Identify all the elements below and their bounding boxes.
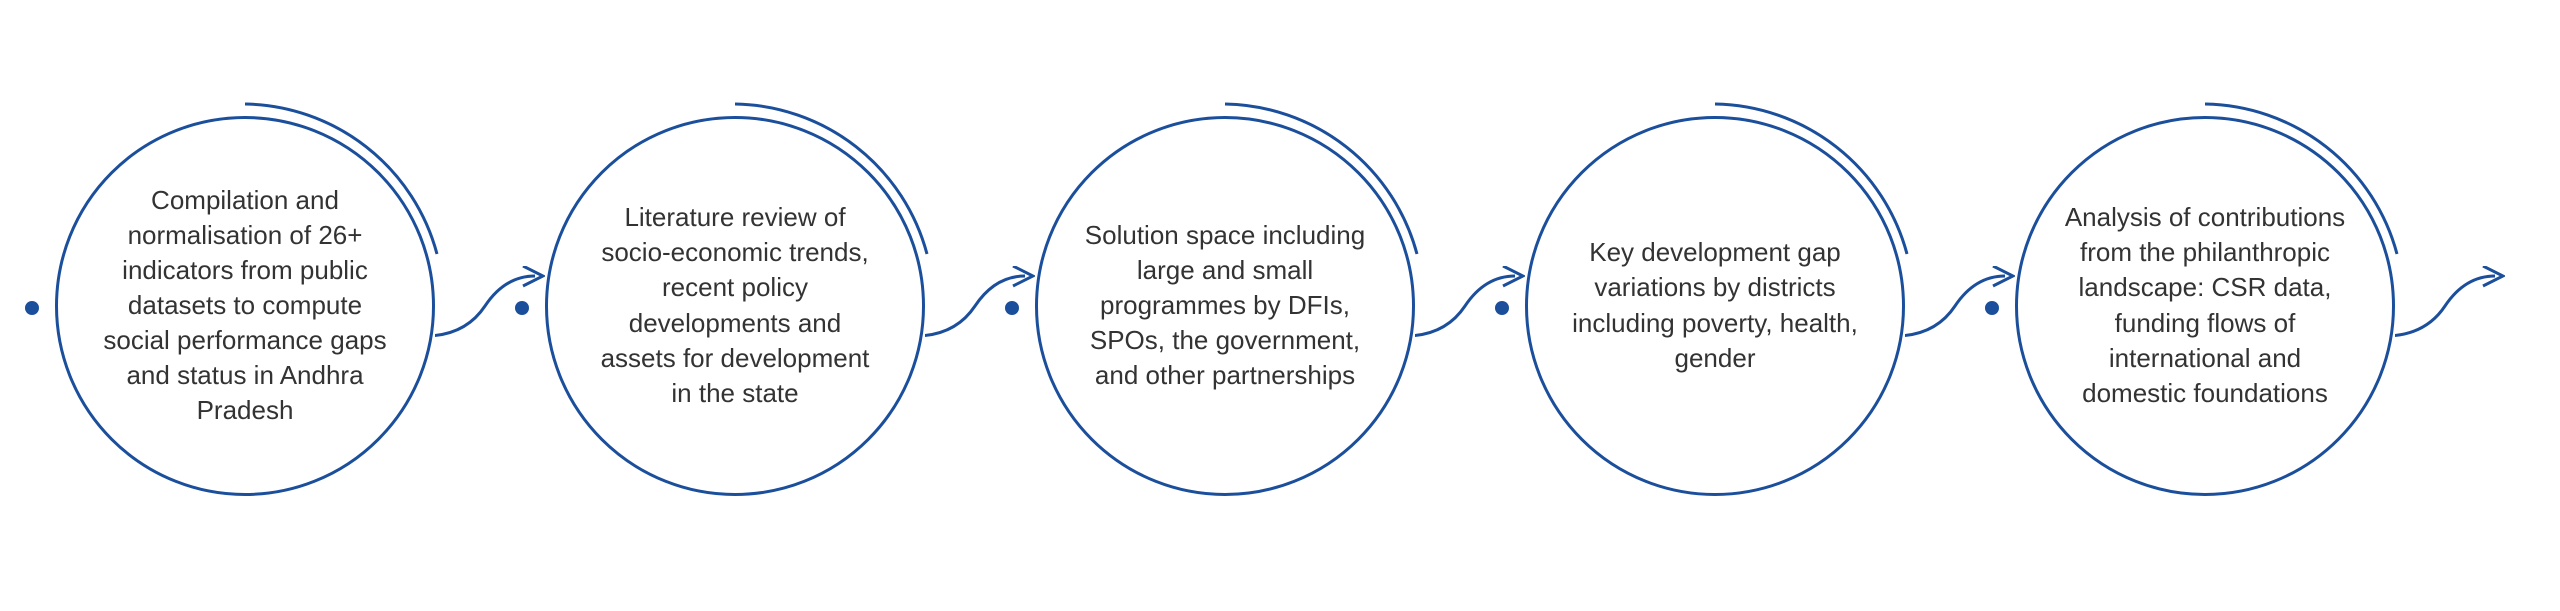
step-label: Solution space including large and small… — [1079, 218, 1371, 393]
circle-wrapper: Analysis of contributions from the phila… — [2015, 116, 2395, 496]
step-label: Analysis of contributions from the phila… — [2059, 200, 2351, 411]
circle-wrapper: Literature review of socio-economic tren… — [545, 116, 925, 496]
circle: Key development gap variations by distri… — [1525, 116, 1905, 496]
circle-wrapper: Key development gap variations by distri… — [1525, 116, 1905, 496]
flow-step-3: Solution space including large and small… — [1035, 116, 1415, 496]
circle: Analysis of contributions from the phila… — [2015, 116, 2395, 496]
flow-arrow-end — [2395, 266, 2505, 346]
arrow-icon — [2395, 266, 2505, 346]
flow-diagram: Compilation and normalisation of 26+ ind… — [0, 0, 2560, 611]
circle-wrapper: Compilation and normalisation of 26+ ind… — [55, 116, 435, 496]
flow-step-5: Analysis of contributions from the phila… — [2015, 116, 2395, 496]
circle: Solution space including large and small… — [1035, 116, 1415, 496]
circle-wrapper: Solution space including large and small… — [1035, 116, 1415, 496]
start-dot-icon — [25, 301, 39, 315]
circle: Literature review of socio-economic tren… — [545, 116, 925, 496]
flow-step-4: Key development gap variations by distri… — [1525, 116, 1905, 496]
start-dot-icon — [1985, 301, 1999, 315]
step-label: Literature review of socio-economic tren… — [589, 200, 881, 411]
flow-step-2: Literature review of socio-economic tren… — [545, 116, 925, 496]
start-dot-icon — [1495, 301, 1509, 315]
start-dot-icon — [515, 301, 529, 315]
step-label: Key development gap variations by distri… — [1569, 235, 1861, 375]
circle: Compilation and normalisation of 26+ ind… — [55, 116, 435, 496]
step-label: Compilation and normalisation of 26+ ind… — [99, 183, 391, 429]
flow-step-1: Compilation and normalisation of 26+ ind… — [55, 116, 435, 496]
start-dot-icon — [1005, 301, 1019, 315]
